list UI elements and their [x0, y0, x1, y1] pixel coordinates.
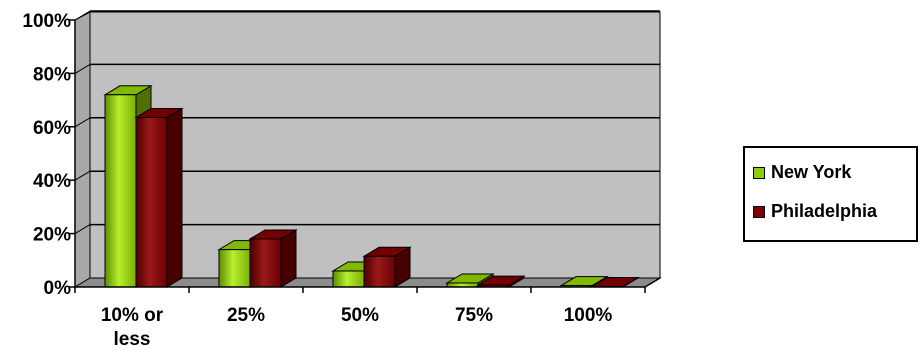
- bar-front: [363, 255, 396, 288]
- gridline-side: [74, 224, 91, 235]
- bar-philadelphia: [248, 229, 298, 288]
- x-tick-label: 10% or less: [101, 305, 164, 350]
- bar-front: [218, 249, 251, 288]
- legend-item-new-york: New York: [753, 162, 851, 183]
- legend: New York Philadelphia: [743, 146, 918, 242]
- bar-front: [104, 94, 137, 288]
- gridline-side: [74, 117, 91, 128]
- bar-side: [280, 229, 297, 288]
- x-tick-labels: 10% or less 25% 50% 75% 100%: [74, 287, 646, 350]
- bar-new-york: [445, 273, 495, 288]
- gridline-side: [74, 63, 91, 74]
- x-tick-label: 50%: [341, 305, 379, 326]
- y-tick-label: 80%: [33, 64, 71, 85]
- bar-front: [135, 116, 168, 288]
- legend-item-philadelphia: Philadelphia: [753, 201, 877, 222]
- y-tick-label: 40%: [33, 171, 71, 192]
- bar-philadelphia: [476, 275, 526, 288]
- bars: [103, 84, 640, 288]
- gridline-side: [74, 10, 91, 21]
- gridline-side: [74, 170, 91, 181]
- legend-swatch-new-york: [753, 166, 765, 179]
- y-tick-label: 100%: [22, 11, 71, 32]
- bar-philadelphia: [362, 246, 412, 288]
- legend-swatch-philadelphia: [753, 205, 765, 218]
- bar-philadelphia: [134, 107, 184, 288]
- legend-label: Philadelphia: [771, 201, 878, 221]
- x-axis-floor-edge: [644, 277, 661, 288]
- gridlines: [74, 10, 660, 235]
- x-tick-label: 75%: [455, 305, 493, 326]
- x-tick-label: 100%: [564, 305, 613, 326]
- bar-side: [166, 107, 183, 288]
- y-tick-labels: 0% 20% 40% 60% 80% 100%: [22, 11, 75, 299]
- y-tick-label: 20%: [33, 225, 71, 246]
- y-tick-label: 0%: [44, 278, 72, 299]
- bar-front: [249, 238, 282, 288]
- plot-side-wall: [74, 11, 91, 288]
- y-tick-label: 60%: [33, 118, 71, 139]
- bar-front: [332, 270, 365, 288]
- legend-label: New York: [771, 162, 852, 182]
- x-tick-label: 25%: [227, 305, 265, 326]
